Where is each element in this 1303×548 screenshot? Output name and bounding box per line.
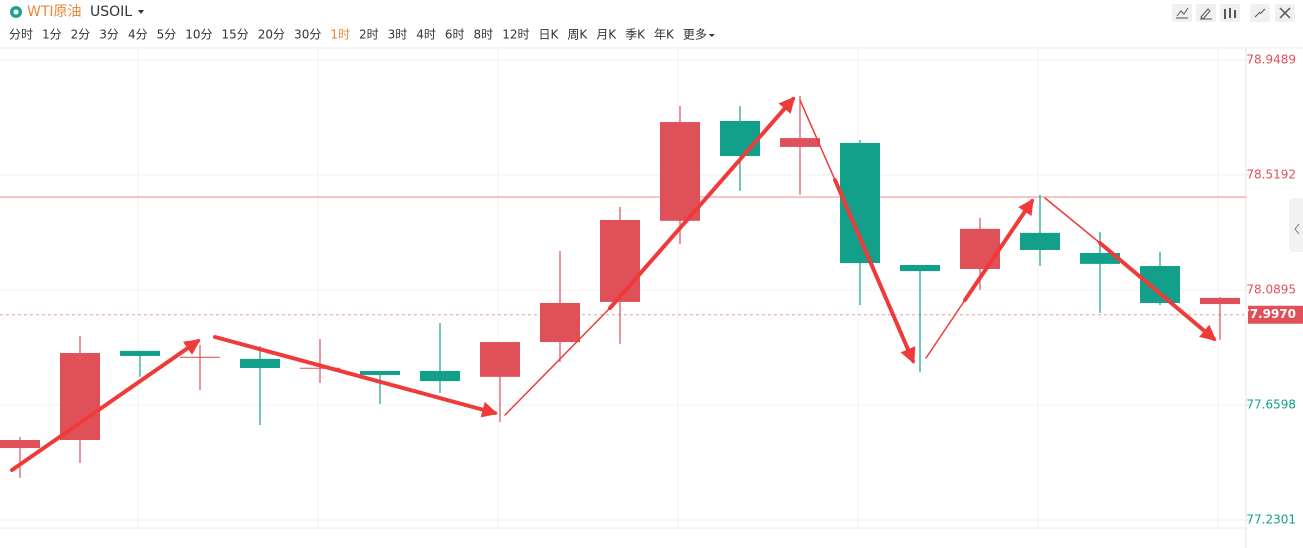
- timeframe-button[interactable]: 月K: [596, 28, 617, 42]
- icon: [1200, 8, 1212, 20]
- timeframe-bar: 分时 1分 2分 3分 4分 5分 10分 15分 20分 30分 1时 2时 3时 4时 6时 8时 12时日…: [9, 28, 715, 42]
- icon: [1224, 8, 1236, 19]
- arrow: [504, 307, 611, 416]
- candle-body: [1200, 297, 1240, 305]
- timeframe-button[interactable]: 2分: [71, 28, 91, 42]
- arrow: [213, 335, 499, 418]
- icon: [1279, 7, 1291, 19]
- candle-body: [120, 350, 160, 356]
- last-price-box: [1248, 305, 1303, 324]
- timeframe-button[interactable]: 2时: [359, 28, 379, 42]
- arrow: [799, 99, 836, 181]
- symbol-code[interactable]: USOIL: [90, 4, 132, 20]
- timeframe-button[interactable]: 3时: [388, 28, 408, 42]
- timeframe-button[interactable]: 4分: [128, 28, 148, 42]
- y-tick-label: 77.6598: [1246, 397, 1296, 411]
- candle-body: [480, 342, 520, 377]
- dropdown-caret: [708, 34, 715, 37]
- candle-body: [1020, 232, 1060, 250]
- arrow: [1044, 197, 1101, 244]
- symbol-icon-dot: [13, 9, 19, 15]
- timeframe-button[interactable]: 1时: [330, 28, 350, 42]
- timeframe-button[interactable]: 20分: [258, 28, 285, 42]
- arrow: [10, 339, 201, 472]
- arrow: [608, 96, 796, 310]
- candle-body: [660, 122, 700, 221]
- icon: [1254, 8, 1266, 18]
- y-tick-label: 78.5192: [1246, 167, 1296, 181]
- timeframe-button[interactable]: 12时: [502, 28, 529, 42]
- candle-body: [1140, 266, 1180, 303]
- timeframe-button[interactable]: 3分: [99, 28, 119, 42]
- candle-body: [240, 358, 280, 369]
- candle-body: [600, 220, 640, 302]
- toolbar-buttons: [1172, 4, 1295, 22]
- candle-body: [960, 228, 1000, 269]
- timeframe-button[interactable]: 年K: [654, 28, 675, 42]
- candle-body: [900, 264, 940, 272]
- timeframe-button[interactable]: 5分: [157, 28, 177, 42]
- arrow: [925, 299, 966, 359]
- candle-body: [180, 356, 220, 358]
- candle-body: [1080, 252, 1120, 264]
- icon: [1176, 7, 1189, 19]
- candle-body: [420, 370, 460, 382]
- last-price-label: 77.9970: [1241, 307, 1296, 321]
- timeframe-button[interactable]: 更多: [683, 28, 707, 42]
- timeframe-button[interactable]: 30分: [294, 28, 321, 42]
- arrow: [833, 178, 916, 364]
- candle-body: [540, 302, 580, 343]
- timeframe-button[interactable]: 4时: [416, 28, 436, 42]
- timeframe-button[interactable]: 15分: [222, 28, 249, 42]
- plot: [0, 95, 1246, 479]
- arrow: [963, 198, 1034, 302]
- side-tab[interactable]: [1289, 198, 1303, 252]
- dropdown-caret[interactable]: [138, 10, 144, 14]
- timeframe-button[interactable]: 8时: [474, 28, 494, 42]
- timeframe-button[interactable]: 分时: [9, 28, 33, 42]
- candle-body: [0, 440, 40, 449]
- candle-body: [720, 120, 760, 157]
- symbol-name[interactable]: WTI原油: [27, 4, 82, 20]
- y-tick-label: 78.0895: [1246, 282, 1296, 296]
- candle-body: [60, 353, 100, 441]
- timeframe-button[interactable]: 日K: [538, 28, 559, 42]
- timeframe-button[interactable]: 1分: [42, 28, 62, 42]
- candle-body: [780, 138, 820, 147]
- side-tab-icon: [1294, 223, 1300, 235]
- candle-body: [300, 367, 340, 369]
- annotation-arrows: [10, 96, 1217, 472]
- y-tick-label: 78.9489: [1246, 52, 1296, 66]
- timeframe-button[interactable]: 10分: [185, 28, 212, 42]
- candle-body: [360, 370, 400, 375]
- y-tick-label: 77.2301: [1246, 512, 1296, 526]
- expand-button[interactable]: [1250, 4, 1270, 22]
- timeframe-button[interactable]: 季K: [625, 28, 646, 42]
- arrow: [1098, 241, 1217, 342]
- timeframe-button[interactable]: 6时: [445, 28, 465, 42]
- tool-button[interactable]: [1172, 4, 1192, 22]
- timeframe-button[interactable]: 周K: [567, 28, 588, 42]
